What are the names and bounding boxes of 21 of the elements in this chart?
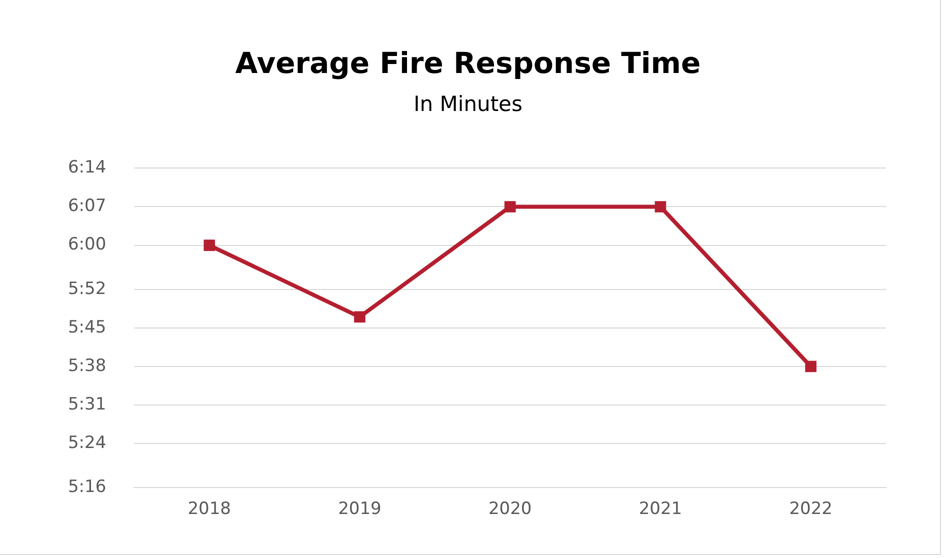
- y-tick-label: 5:45: [68, 317, 106, 338]
- y-tick-label: 5:52: [68, 278, 106, 299]
- point: [354, 311, 366, 323]
- x-tick-label: 2021: [638, 499, 682, 520]
- x-tick-label: 2020: [488, 499, 532, 520]
- y-tick-label: 6:00: [68, 234, 106, 255]
- chart-subtitle: In Minutes: [412, 92, 524, 116]
- y-tick-label: 6:14: [68, 158, 106, 178]
- y-tick-label: 5:24: [68, 432, 106, 453]
- point: [654, 201, 666, 212]
- y-tick-label: 5:31: [68, 394, 106, 414]
- point: [504, 201, 516, 212]
- point: [805, 360, 816, 372]
- y-tick-label: 5:16: [68, 477, 106, 498]
- x-tick-label: 2022: [789, 499, 832, 520]
- x-tick-label: 2019: [338, 499, 382, 520]
- point: [204, 240, 216, 251]
- y-tick-label: 6:07: [68, 196, 106, 216]
- x-tick-label: 2018: [188, 499, 231, 520]
- chart-title: Average Fire Response Time: [234, 46, 702, 80]
- y-tick-label: 5:38: [68, 356, 106, 376]
